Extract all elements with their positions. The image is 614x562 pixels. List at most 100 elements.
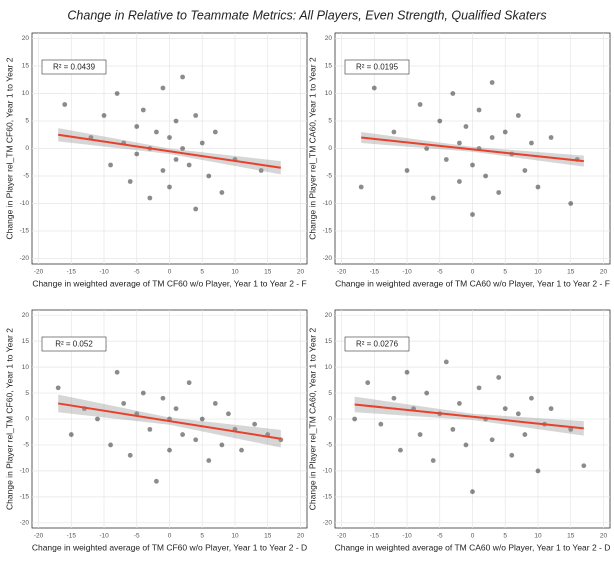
y-tick-label: 5 — [328, 390, 332, 397]
annotation: R² = 0.0439 — [53, 63, 96, 72]
x-tick-label: 15 — [264, 533, 272, 540]
y-tick-label: 10 — [22, 364, 30, 371]
x-axis-title: Change in weighted average of TM CF60 w/… — [32, 542, 307, 552]
x-tick-label: 15 — [264, 269, 272, 276]
point — [391, 395, 397, 401]
point — [193, 206, 199, 212]
point — [140, 390, 146, 396]
point — [378, 421, 384, 427]
point — [470, 212, 475, 217]
point — [483, 173, 488, 179]
y-tick-label: -5 — [326, 442, 332, 449]
y-tick-label: 5 — [25, 118, 29, 125]
y-tick-label: -20 — [20, 520, 30, 527]
y-tick-label: 5 — [25, 390, 29, 397]
y-tick-label: 5 — [328, 118, 332, 125]
point — [470, 489, 475, 495]
point — [226, 411, 231, 417]
point — [258, 168, 264, 173]
point — [568, 426, 574, 432]
x-tick-label: -15 — [67, 269, 77, 276]
point — [193, 113, 199, 118]
point — [463, 124, 469, 129]
x-tick-label: 0 — [168, 533, 172, 540]
point — [121, 401, 127, 406]
y-tick-label: -15 — [20, 494, 30, 501]
point — [391, 129, 397, 135]
point — [515, 113, 521, 118]
y-tick-label: -10 — [323, 200, 333, 207]
point — [160, 395, 166, 401]
point — [186, 162, 192, 168]
point — [206, 173, 212, 179]
point — [140, 107, 146, 113]
point — [430, 458, 436, 463]
x-axis-title: Change in weighted average of TM CA60 w/… — [335, 278, 610, 288]
x-tick-label: 20 — [600, 533, 608, 540]
x-tick-label: 5 — [200, 533, 204, 540]
x-axis-title: Change in weighted average of TM CF60 w/… — [32, 278, 306, 288]
point — [173, 406, 179, 412]
x-tick-label: 5 — [200, 269, 204, 276]
point — [127, 452, 133, 458]
point — [529, 140, 534, 146]
y-tick-label: 0 — [25, 416, 29, 423]
point — [450, 91, 456, 96]
y-tick-label: 0 — [328, 145, 332, 152]
point — [489, 135, 495, 140]
y-tick-label: 20 — [22, 312, 30, 319]
point — [180, 74, 185, 80]
annotation-box — [344, 59, 410, 75]
y-tick-label: 0 — [328, 416, 332, 423]
y-tick-label: -20 — [20, 255, 30, 262]
y-tick-label: -5 — [326, 173, 332, 180]
y-tick-label: 20 — [325, 312, 333, 319]
point — [489, 437, 495, 443]
point — [548, 135, 554, 140]
point — [352, 416, 358, 422]
y-tick-label: -10 — [20, 468, 30, 475]
point — [193, 437, 199, 443]
point — [167, 447, 172, 453]
point — [212, 401, 218, 406]
y-tick-label: 15 — [22, 63, 30, 70]
point — [134, 151, 140, 157]
point — [173, 118, 179, 124]
point — [457, 140, 462, 146]
x-axis-title: Change in weighted average of TM CA60 w/… — [335, 542, 611, 552]
point — [108, 442, 113, 448]
point — [134, 124, 140, 129]
y-tick-label: 0 — [25, 145, 29, 152]
x-tick-label: 10 — [534, 269, 542, 276]
x-tick-label: 5 — [503, 533, 507, 540]
y-tick-label: -20 — [323, 255, 333, 262]
x-tick-label: 10 — [534, 533, 542, 540]
point — [68, 432, 74, 437]
x-tick-label: 5 — [503, 269, 507, 276]
x-tick-label: -10 — [402, 533, 412, 540]
annotation: R² = 0.052 — [55, 340, 93, 349]
point — [522, 168, 528, 173]
point — [470, 162, 475, 168]
annotation: R² = 0.0195 — [356, 63, 399, 72]
point — [535, 468, 541, 474]
point — [186, 380, 192, 386]
point — [219, 442, 225, 448]
point — [95, 416, 100, 422]
y-axis-title: Change in Player rel_TM CF60, Year 1 to … — [4, 57, 14, 239]
point — [180, 432, 185, 437]
x-tick-label: -10 — [99, 533, 109, 540]
point — [398, 447, 403, 453]
x-tick-label: 10 — [231, 269, 239, 276]
x-tick-label: 15 — [567, 533, 575, 540]
x-tick-label: -20 — [337, 269, 347, 276]
point — [476, 385, 482, 391]
x-tick-label: -20 — [34, 269, 44, 276]
y-tick-label: -15 — [323, 228, 333, 235]
x-tick-label: 0 — [168, 269, 172, 276]
point — [365, 380, 371, 386]
point — [199, 416, 205, 422]
x-tick-label: -15 — [370, 533, 380, 540]
x-tick-label: 0 — [471, 533, 475, 540]
